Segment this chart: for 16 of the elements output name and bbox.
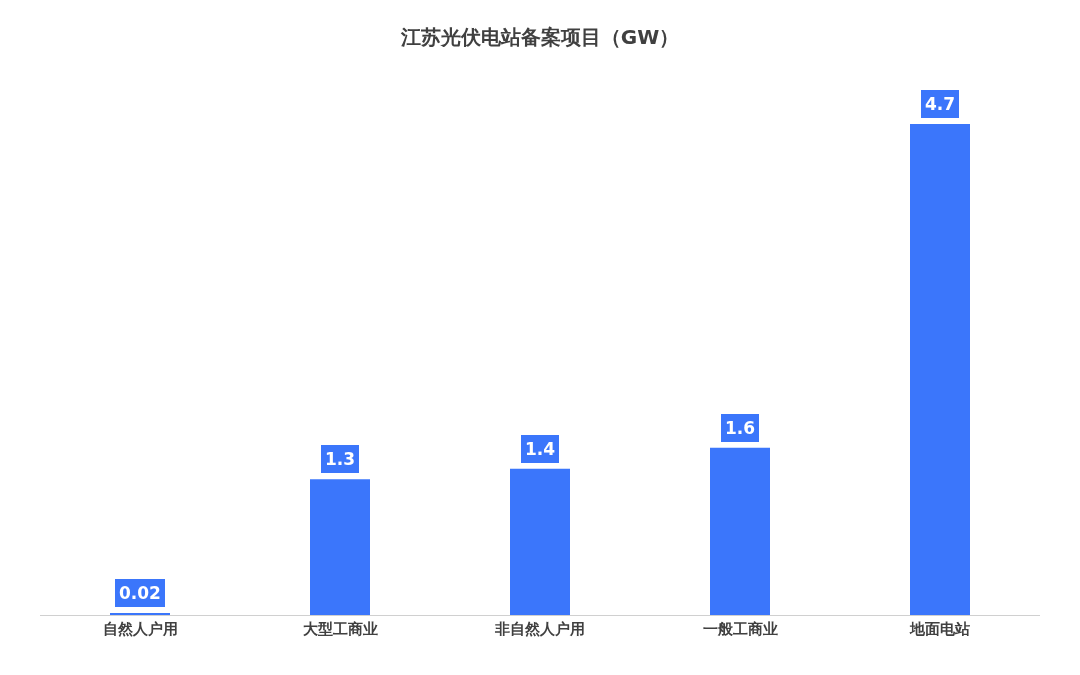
bar bbox=[910, 124, 970, 615]
data-label: 1.4 bbox=[525, 439, 556, 459]
data-label: 1.3 bbox=[325, 449, 356, 469]
data-label: 0.02 bbox=[119, 583, 161, 603]
x-tick-label: 地面电站 bbox=[909, 620, 970, 638]
x-tick-label: 大型工商业 bbox=[302, 620, 378, 638]
data-label: 1.6 bbox=[725, 418, 756, 438]
x-tick-label: 一般工商业 bbox=[702, 620, 778, 638]
bar bbox=[710, 447, 770, 615]
bar bbox=[110, 612, 170, 615]
chart-title: 江苏光伏电站备案项目（GW） bbox=[399, 25, 680, 50]
x-tick-label: 非自然人户用 bbox=[494, 620, 585, 638]
x-tick-label: 自然人户用 bbox=[102, 620, 178, 638]
bar bbox=[510, 468, 570, 615]
data-label: 4.7 bbox=[925, 94, 956, 114]
bar bbox=[310, 479, 370, 615]
